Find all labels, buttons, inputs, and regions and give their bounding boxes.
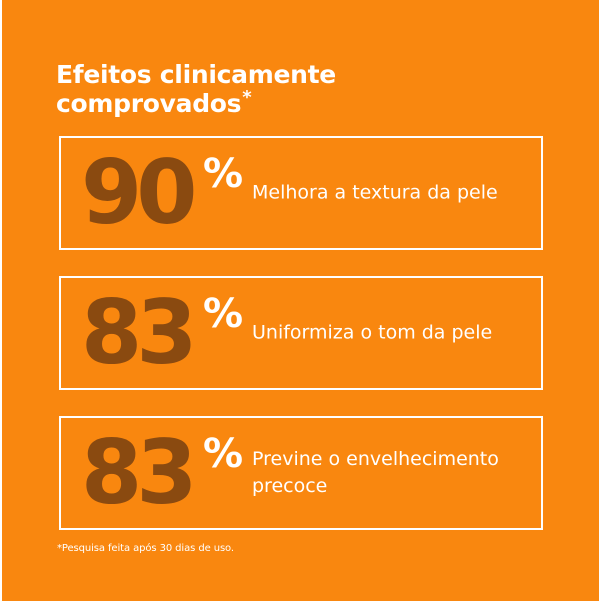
stat-card-tone: 83 % Uniformiza o tom da pele <box>59 276 543 390</box>
page-title: Efeitos clinicamente comprovados* <box>56 60 336 118</box>
title-line-2: comprovados* <box>56 87 336 118</box>
stat-percent-sign: % <box>203 151 244 197</box>
stat-number: 90 <box>81 141 197 244</box>
stat-label: Uniformiza o tom da pele <box>252 321 493 344</box>
title-asterisk: * <box>242 87 252 108</box>
title-line-2-text: comprovados <box>56 89 242 118</box>
stat-label: Melhora a textura da pele <box>252 181 498 204</box>
stat-percent-sign: % <box>203 431 244 477</box>
stat-label: Previne o envelhecimento precoce <box>252 448 499 497</box>
stat-card-texture: 90 % Melhora a textura da pele <box>59 136 543 250</box>
footnote: *Pesquisa feita após 30 dias de uso. <box>57 543 234 554</box>
title-line-1: Efeitos clinicamente <box>56 60 336 89</box>
stat-percent-sign: % <box>203 291 244 337</box>
stat-number: 83 <box>81 421 197 524</box>
stat-card-aging: 83 % Previne o envelhecimento precoce <box>59 416 543 530</box>
stat-number: 83 <box>81 281 197 384</box>
